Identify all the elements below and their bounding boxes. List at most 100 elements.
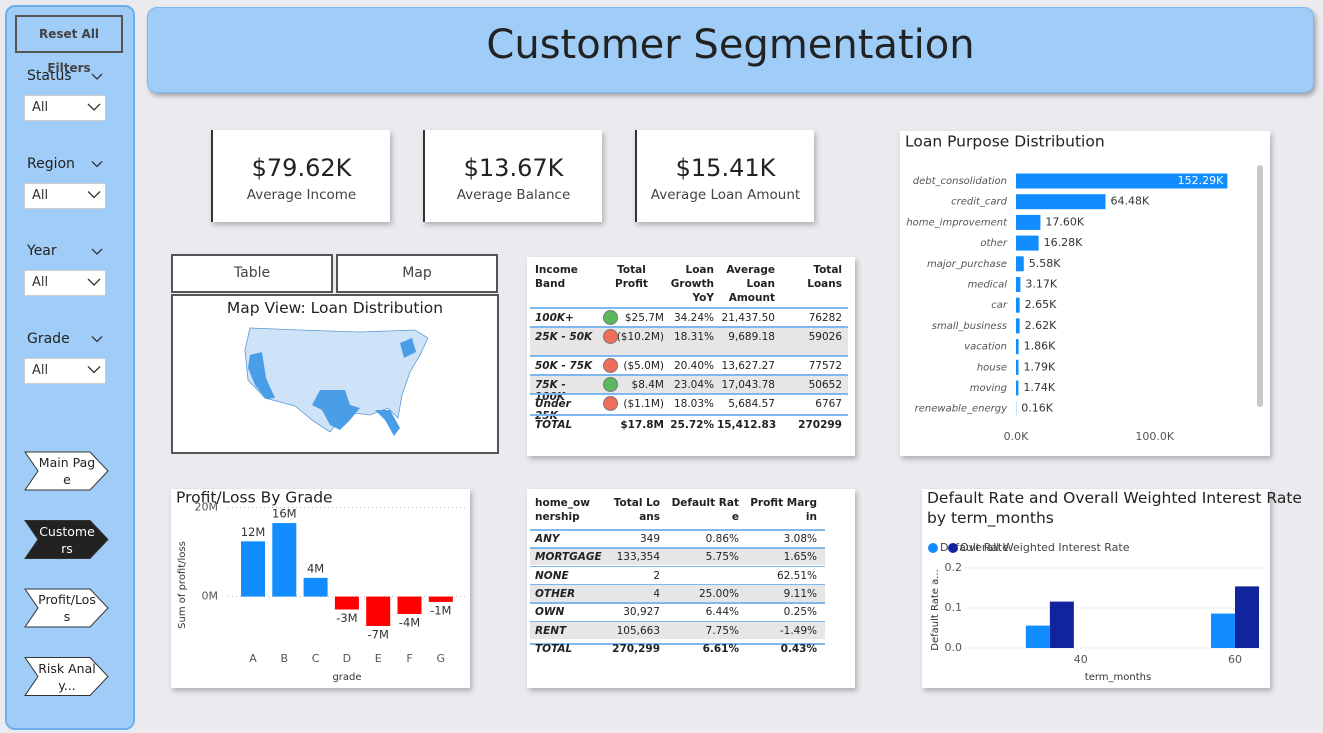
table-cell: 34.24% — [673, 312, 714, 324]
status-indicator — [603, 358, 618, 373]
table-header: Total Profit — [615, 264, 648, 290]
kpi-label: Average Income — [246, 187, 357, 203]
kpi-card: $15.41K Average Loan Amount — [635, 130, 814, 222]
row-line — [530, 583, 825, 586]
table-header: Total Loans — [613, 497, 660, 523]
nav-button[interactable]: Risk Analy... — [38, 660, 96, 693]
table-cell: TOTAL — [535, 643, 573, 655]
kpi-card: $79.62K Average Income — [211, 130, 390, 222]
table-header: home_ownership — [535, 497, 590, 523]
table-cell: 100K+ — [535, 312, 574, 324]
kpi-value: $79.62K — [251, 154, 352, 182]
row-band — [530, 584, 825, 602]
header: Customer Segmentation — [147, 7, 1314, 93]
table-cell: 7.75% — [705, 624, 739, 637]
table-cell: 2 — [653, 569, 660, 582]
table-cell: ($1.1M) — [623, 398, 664, 410]
table-cell: Under 25K — [535, 398, 571, 422]
table-cell: 18.03% — [673, 398, 714, 410]
filter-dropdown[interactable]: All — [24, 182, 106, 209]
table-cell: OTHER — [535, 587, 576, 600]
status-indicator — [603, 310, 618, 325]
table-cell: 349 — [639, 533, 660, 545]
kpi-value: $13.67K — [463, 154, 564, 182]
table-cell: 23.04% — [673, 379, 714, 391]
map-panel: Map View: Loan Distribution — [171, 294, 499, 454]
reset-button[interactable]: Reset All Filters — [15, 15, 123, 75]
nav-button[interactable]: Customers — [39, 523, 95, 556]
map-title: Map View: Loan Distribution — [226, 299, 444, 317]
chart-panel — [171, 489, 470, 688]
table-cell: 6.61% — [702, 643, 739, 655]
nav-button[interactable]: Main Page — [38, 455, 96, 487]
filter-dropdown[interactable]: All — [24, 270, 106, 296]
row-line — [530, 374, 848, 376]
table-cell: OWN — [535, 606, 565, 619]
table-cell: 62.51% — [776, 569, 817, 582]
table-header: Income Band — [535, 264, 578, 290]
table-cell: 76282 — [808, 312, 842, 324]
row-line — [530, 355, 848, 357]
table-panel: Income Band Total Profit Loan Growth YoY Av… — [527, 257, 855, 456]
table-cell: 133,354 — [616, 551, 660, 564]
row-band — [530, 327, 848, 355]
table-header: Profit Margin — [750, 497, 817, 523]
kpi-card: $13.67K Average Balance — [423, 130, 602, 222]
filter-label: Grade — [27, 330, 70, 347]
nav-button[interactable]: Profit/Loss — [38, 592, 96, 624]
row-line — [530, 529, 825, 531]
row-line — [530, 620, 825, 622]
table-cell: 5,684.57 — [728, 398, 775, 410]
row-band — [530, 621, 825, 639]
table-cell: 9.11% — [783, 587, 817, 600]
table-cell: 9,689.18 — [728, 331, 775, 343]
tab-button[interactable]: Table — [171, 254, 333, 293]
table-cell: 3.08% — [783, 533, 817, 545]
status-indicator — [603, 377, 618, 392]
table-cell: 18.31% — [673, 331, 714, 343]
table-cell: ANY — [535, 533, 560, 545]
table-cell: 5.75% — [705, 551, 739, 564]
page-title: Customer Segmentation — [486, 22, 975, 68]
table-cell: 1.65% — [783, 551, 817, 564]
row-line — [530, 307, 848, 309]
table-cell: 0.25% — [783, 606, 817, 619]
filter-label: Region — [27, 155, 75, 172]
table-header: Loan Growth YoY — [670, 264, 714, 304]
row-line — [530, 547, 825, 549]
table-cell: 77572 — [808, 360, 842, 372]
table-cell: TOTAL — [535, 419, 573, 431]
table-panel: home_ownership Total Loans Default Rate Pro… — [527, 489, 855, 688]
filter-dropdown[interactable]: All — [24, 357, 106, 384]
table-cell: 15,412.83 — [717, 419, 777, 431]
table-cell: 0.43% — [780, 643, 817, 655]
table-cell: 270,299 — [612, 643, 660, 655]
table-header: Average Loan Amount — [726, 264, 775, 304]
table-cell: RENT — [535, 624, 567, 637]
table-cell: 270299 — [798, 419, 842, 431]
row-line — [530, 414, 848, 416]
table-cell: NONE — [535, 569, 569, 582]
row-band — [530, 548, 825, 566]
filter-dropdown[interactable]: All — [24, 95, 106, 121]
table-cell: 50652 — [808, 379, 842, 391]
status-indicator — [603, 329, 618, 344]
table-header: Default Rate — [671, 497, 739, 523]
table-cell: 0.86% — [705, 533, 739, 545]
table-cell: 50K - 75K — [535, 360, 593, 372]
table-cell: MORTGAGE — [535, 551, 602, 564]
table-cell: 13,627.27 — [721, 360, 775, 372]
table-cell: 25.72% — [670, 419, 714, 431]
table-cell: 6.44% — [705, 606, 739, 619]
table-cell: ($10.2M) — [616, 331, 664, 343]
filter-label: Status — [27, 68, 72, 84]
table-cell: 105,663 — [616, 624, 660, 637]
row-line — [530, 643, 825, 645]
row-line — [530, 602, 825, 604]
table-cell: -1.49% — [779, 624, 817, 637]
tab-button[interactable]: Map — [336, 254, 498, 293]
table-cell: 6767 — [815, 398, 842, 410]
table-cell: 17,043.78 — [721, 379, 775, 391]
status-indicator — [603, 396, 618, 411]
